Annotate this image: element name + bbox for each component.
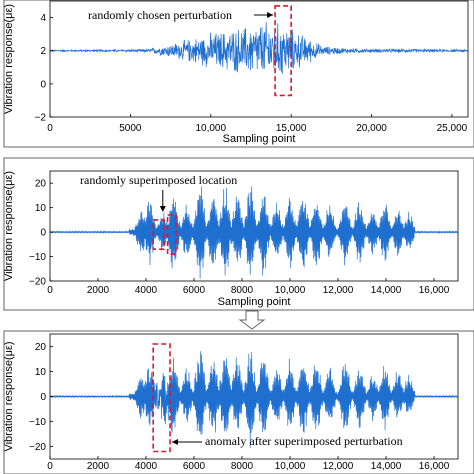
y-tick-label: −10 — [29, 417, 46, 428]
x-tick-label: 25,000 — [437, 123, 468, 134]
annotation-label: randomly chosen perturbation — [88, 8, 232, 22]
x-tick-label: 16,000 — [419, 461, 450, 472]
x-tick-label: 4000 — [135, 461, 158, 472]
x-axis-label: Sampling point — [218, 296, 291, 308]
frame-top — [3, 0, 474, 148]
x-tick-label: 2000 — [87, 285, 110, 296]
annotation-label: randomly superimposed location — [80, 173, 237, 187]
x-axis-label: Sampling point — [223, 133, 296, 145]
down-arrow-icon — [238, 310, 266, 330]
x-tick-label: 14,000 — [371, 461, 402, 472]
chart-panel-bottom: 0 2000 4000 6000 8000 10,000 12,000 14,000 16,00… — [3, 333, 459, 472]
x-tick-label: 8000 — [231, 461, 254, 472]
y-tick-label: 20 — [35, 179, 47, 190]
x-tick-label: 20,000 — [356, 123, 387, 134]
arrow-head-icon — [159, 206, 166, 212]
arrow-head-icon — [267, 12, 274, 18]
x-tick-label: 4000 — [135, 285, 158, 296]
x-tick-label: 15,000 — [276, 123, 307, 134]
anomaly-box — [152, 343, 171, 453]
y-axis-label: Vibration response(με) — [3, 171, 15, 281]
x-tick-label: 14,000 — [371, 285, 402, 296]
annotation-label: anomaly after superimposed perturbation — [205, 434, 403, 448]
chart-panel-top: 0 5000 10,000 15,000 20,000 25,000−2024Sampli… — [3, 0, 469, 145]
chart-panel-middle: 0 2000 4000 6000 8000 10,000 12,000 14,000 16,00… — [3, 170, 459, 308]
x-tick-label: 10,000 — [195, 123, 226, 134]
arrow-head-icon — [172, 439, 178, 445]
y-tick-label: −2 — [35, 113, 47, 124]
x-tick-label: 0 — [47, 285, 53, 296]
x-tick-label: 0 — [47, 123, 53, 134]
x-tick-label: 10,000 — [275, 285, 306, 296]
x-tick-label: 6000 — [183, 285, 206, 296]
x-tick-label: 12,000 — [323, 461, 354, 472]
y-tick-label: 2 — [40, 46, 46, 57]
y-axis-label: Vibration response(με) — [3, 341, 15, 451]
perturbation-box — [274, 5, 292, 97]
y-axis-label: Vibration response(με) — [3, 4, 15, 114]
y-tick-label: −20 — [29, 277, 46, 288]
y-tick-label: −10 — [29, 252, 46, 263]
x-tick-label: 8000 — [231, 285, 254, 296]
y-tick-label: 10 — [35, 367, 47, 378]
x-tick-label: 12,000 — [323, 285, 354, 296]
y-tick-label: 0 — [40, 392, 46, 403]
series-line-top — [49, 21, 469, 74]
frame-bottom — [3, 330, 474, 474]
x-tick-label: 16,000 — [419, 285, 450, 296]
y-tick-label: 4 — [40, 13, 46, 24]
frame-middle — [3, 157, 474, 311]
plot-area-top — [49, 0, 469, 118]
y-tick-label: 0 — [40, 228, 46, 239]
series-line-middle — [49, 186, 459, 279]
y-tick-label: 20 — [35, 342, 47, 353]
superimposed-location-box — [166, 214, 177, 255]
x-tick-label: 10,000 — [275, 461, 306, 472]
superimposed-location-box — [152, 219, 165, 251]
y-tick-label: 0 — [40, 79, 46, 90]
series-line-bottom — [49, 351, 459, 448]
y-tick-label: −20 — [29, 442, 46, 453]
x-tick-label: 6000 — [183, 461, 206, 472]
x-tick-label: 5000 — [119, 123, 142, 134]
x-tick-label: 0 — [47, 461, 53, 472]
x-tick-label: 2000 — [87, 461, 110, 472]
y-tick-label: 10 — [35, 203, 47, 214]
